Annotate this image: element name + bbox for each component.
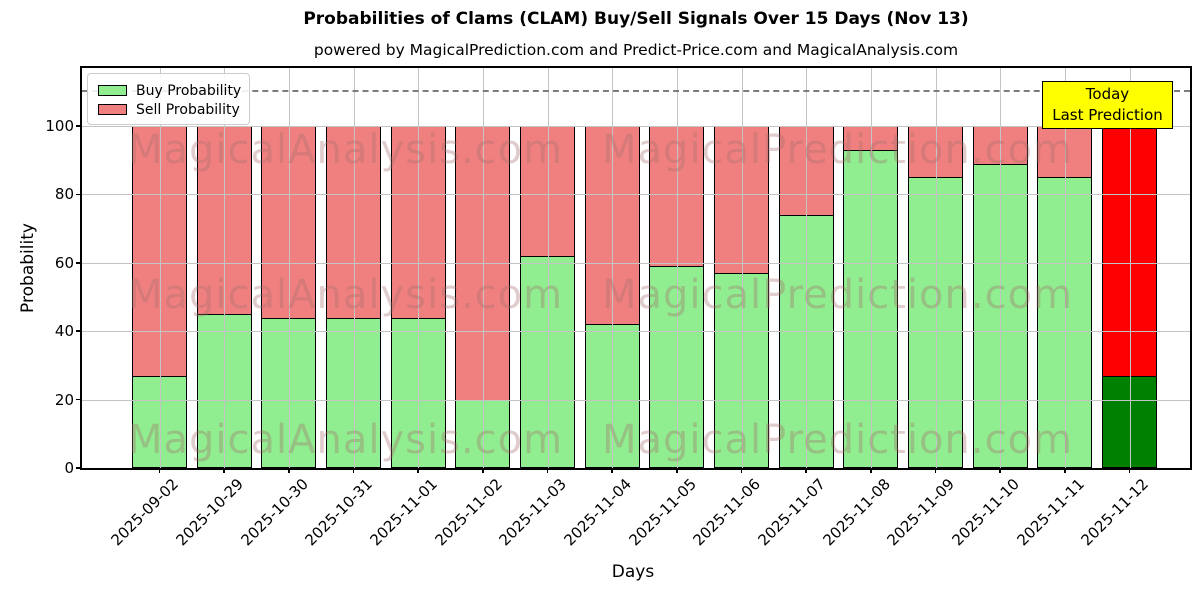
x-gridline	[418, 68, 420, 468]
y-tick-mark	[76, 125, 82, 127]
x-tick-label: 2025-11-10	[948, 475, 1023, 550]
x-tick-mark	[288, 468, 290, 473]
x-tick-label: 2025-11-11	[1013, 475, 1088, 550]
x-tick-label: 2025-10-30	[237, 475, 312, 550]
x-tick-label: 2025-11-06	[689, 475, 765, 550]
y-gridline	[82, 194, 1190, 196]
x-tick-mark	[611, 468, 613, 473]
x-gridline	[1064, 68, 1066, 468]
x-gridline	[741, 68, 743, 468]
x-tick-mark	[676, 468, 678, 473]
x-gridline	[612, 68, 614, 468]
x-gridline	[288, 68, 290, 468]
y-tick-mark	[76, 262, 82, 264]
x-tick-mark	[934, 468, 937, 473]
watermark-text: MagicalAnalysis.com	[128, 417, 564, 463]
x-tick-mark	[158, 468, 161, 473]
y-tick-mark	[76, 193, 82, 196]
x-tick-label: 2025-11-02	[431, 475, 506, 550]
dashed-threshold-line	[82, 90, 1190, 93]
watermark-text: MagicalAnalysis.com	[128, 127, 564, 173]
today-annotation-line1: Today	[1085, 85, 1130, 103]
x-gridline	[1129, 68, 1131, 468]
x-tick-mark	[740, 468, 743, 473]
x-tick-mark	[999, 468, 1001, 473]
y-tick-mark	[76, 467, 82, 469]
x-tick-label: 2025-10-29	[172, 475, 247, 550]
legend-label-buy: Buy Probability	[136, 82, 242, 99]
x-gridline	[806, 68, 808, 468]
sell-probability-swatch	[98, 104, 127, 115]
x-gridline	[935, 68, 937, 468]
plot-area: Buy Probability Sell Probability Today L…	[80, 66, 1192, 470]
x-gridline	[159, 68, 161, 468]
x-gridline	[482, 68, 484, 468]
x-tick-label: 2025-11-12	[1077, 475, 1153, 550]
today-annotation: Today Last Prediction	[1042, 81, 1173, 129]
chart-title: Probabilities of Clams (CLAM) Buy/Sell S…	[303, 9, 969, 29]
y-tick-label: 60	[54, 253, 74, 272]
y-gridline	[82, 331, 1190, 333]
x-tick-mark	[352, 468, 355, 473]
x-gridline	[224, 68, 226, 468]
x-tick-label: 2025-11-07	[754, 475, 829, 550]
legend-item-sell: Sell Probability	[98, 100, 249, 119]
x-tick-label: 2025-11-05	[625, 475, 700, 550]
watermark-text: MagicalPrediction.com	[602, 272, 1073, 318]
y-gridline	[82, 126, 1190, 127]
x-axis-label: Days	[611, 562, 655, 582]
x-tick-mark	[546, 468, 549, 473]
y-tick-label: 40	[54, 322, 74, 341]
x-tick-label: 2025-11-09	[883, 475, 959, 550]
legend-item-buy: Buy Probability	[98, 81, 249, 100]
y-gridline	[82, 399, 1190, 401]
x-gridline	[547, 68, 549, 468]
x-tick-mark	[1064, 468, 1066, 473]
chart-subtitle: powered by MagicalPrediction.com and Pre…	[313, 41, 959, 59]
legend-label-sell: Sell Probability	[136, 101, 240, 118]
x-tick-label: 2025-11-03	[495, 475, 571, 550]
y-gridline	[82, 262, 1190, 264]
x-gridline	[1000, 68, 1002, 468]
x-tick-label: 2025-11-04	[560, 475, 635, 550]
watermark-text: MagicalAnalysis.com	[128, 272, 564, 318]
watermark-text: MagicalPrediction.com	[602, 127, 1073, 173]
x-tick-mark	[417, 468, 420, 473]
watermark-text: MagicalPrediction.com	[602, 417, 1073, 463]
x-tick-mark	[482, 468, 484, 473]
x-tick-label: 2025-11-01	[366, 475, 441, 550]
x-gridline	[870, 68, 872, 468]
x-tick-label: 2025-10-31	[301, 475, 377, 550]
x-tick-mark	[805, 468, 807, 473]
x-tick-label: 2025-11-08	[819, 475, 894, 550]
x-tick-mark	[1128, 468, 1131, 473]
legend: Buy Probability Sell Probability	[87, 73, 250, 125]
y-tick-mark	[76, 330, 82, 332]
today-annotation-line2: Last Prediction	[1052, 106, 1163, 124]
x-tick-label: 2025-09-02	[107, 475, 183, 550]
buy-probability-swatch	[98, 85, 127, 96]
x-gridline	[676, 68, 678, 468]
x-tick-mark	[223, 468, 226, 473]
y-tick-label: 80	[54, 185, 74, 204]
y-tick-mark	[76, 398, 82, 401]
x-tick-mark	[870, 468, 872, 473]
y-tick-label: 100	[45, 117, 74, 135]
y-tick-label: 20	[54, 390, 74, 409]
x-gridline	[353, 68, 355, 468]
y-tick-label: 0	[64, 459, 74, 477]
